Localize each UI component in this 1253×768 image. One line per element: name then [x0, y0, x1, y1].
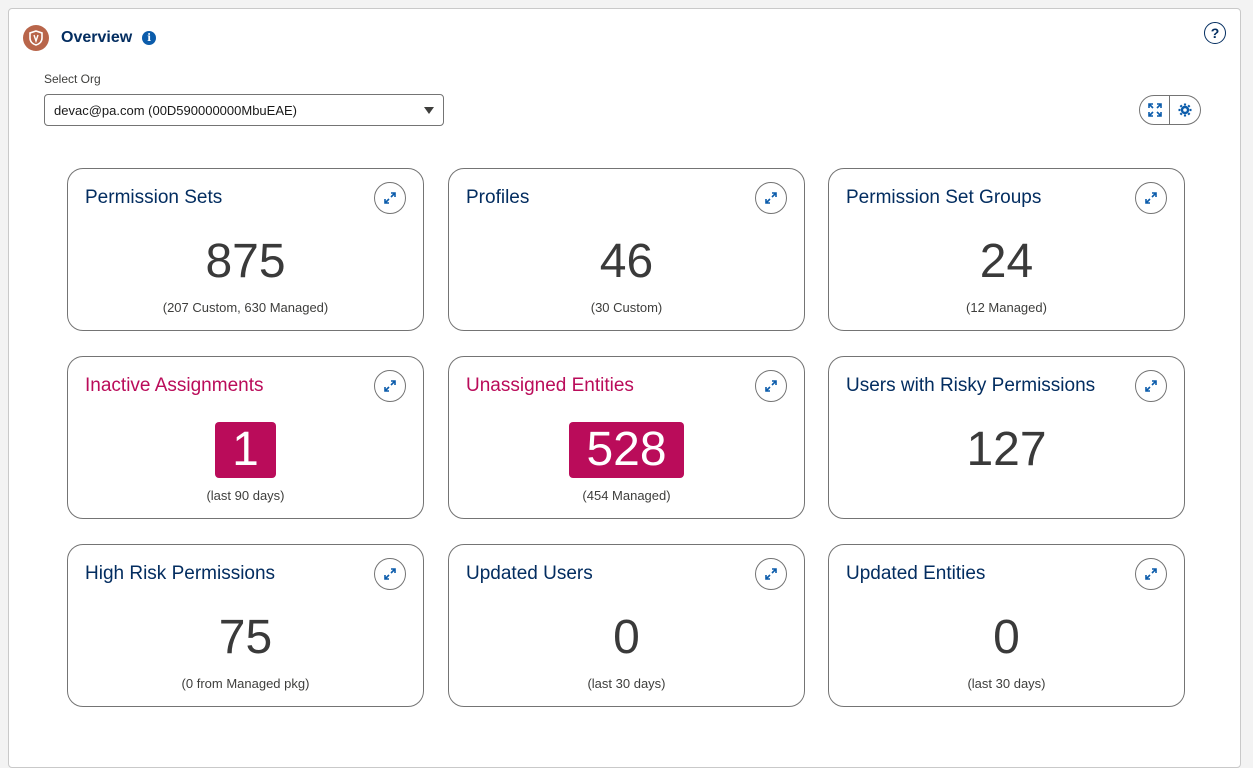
card-subtitle: (30 Custom): [590, 300, 663, 315]
view-toolbar: [1139, 95, 1201, 125]
expand-card-button[interactable]: [1135, 558, 1167, 590]
expand-card-button[interactable]: [1135, 370, 1167, 402]
chevron-down-icon: [424, 107, 434, 114]
expand-icon: [384, 380, 396, 392]
metric-card: Profiles 46 (30 Custom): [448, 168, 805, 331]
expand-card-button[interactable]: [374, 370, 406, 402]
fullscreen-button[interactable]: [1139, 95, 1170, 125]
card-value: 528: [569, 422, 684, 478]
card-value: 0: [993, 611, 1020, 664]
metric-card: Updated Entities 0 (last 30 days): [828, 544, 1185, 707]
select-org-label: Select Org: [44, 72, 101, 86]
card-subtitle: (last 30 days): [967, 676, 1046, 691]
fullscreen-icon: [1147, 103, 1162, 117]
card-title: High Risk Permissions: [85, 563, 276, 584]
metric-card: Permission Sets 875 (207 Custom, 630 Manag…: [67, 168, 424, 331]
card-value: 46: [599, 235, 654, 288]
card-subtitle: (last 30 days): [587, 676, 666, 691]
page-title: Overview: [61, 29, 133, 46]
card-value-wrap: 46: [449, 234, 804, 290]
metric-card: High Risk Permissions 75 (0 from Managed p…: [67, 544, 424, 707]
expand-card-button[interactable]: [374, 558, 406, 590]
panel-header: Overview i: [23, 25, 157, 51]
card-value-wrap: 528: [449, 422, 804, 478]
expand-icon: [765, 568, 777, 580]
expand-card-button[interactable]: [374, 182, 406, 214]
card-title: Permission Sets: [85, 187, 223, 208]
card-value: 24: [979, 235, 1034, 288]
card-subtitle: (0 from Managed pkg): [181, 676, 310, 691]
metric-card: Users with Risky Permissions 127: [828, 356, 1185, 519]
settings-icon: [1178, 103, 1192, 117]
card-title: Profiles: [466, 187, 530, 208]
expand-icon: [1145, 380, 1157, 392]
card-value: 75: [218, 611, 273, 664]
card-value-wrap: 127: [829, 422, 1184, 478]
card-title: Inactive Assignments: [85, 375, 264, 396]
info-icon[interactable]: i: [142, 31, 157, 45]
card-title: Updated Users: [466, 563, 593, 584]
card-title: Unassigned Entities: [466, 375, 634, 396]
expand-icon: [765, 380, 777, 392]
expand-icon: [1145, 192, 1157, 204]
card-value-wrap: 24: [829, 234, 1184, 290]
card-subtitle: (last 90 days): [206, 488, 285, 503]
help-icon[interactable]: ?: [1204, 22, 1226, 44]
metric-card: Unassigned Entities 528 (454 Managed): [448, 356, 805, 519]
card-value-wrap: 875: [68, 234, 423, 290]
card-value-wrap: 75: [68, 610, 423, 666]
expand-icon: [765, 192, 777, 204]
card-value-wrap: 0: [829, 610, 1184, 666]
shield-logo-icon: [23, 25, 49, 51]
overview-panel: Overview i ? Select Org devac@pa.com (00…: [8, 8, 1241, 768]
card-value: 1: [215, 422, 276, 478]
card-value: 0: [613, 611, 640, 664]
expand-card-button[interactable]: [755, 370, 787, 402]
settings-button[interactable]: [1170, 95, 1201, 125]
card-title: Updated Entities: [846, 563, 986, 584]
card-subtitle: (454 Managed): [582, 488, 671, 503]
card-title: Users with Risky Permissions: [846, 375, 1096, 396]
expand-icon: [1145, 568, 1157, 580]
org-select[interactable]: devac@pa.com (00D590000000MbuEAE): [44, 94, 444, 126]
card-subtitle: (207 Custom, 630 Managed): [162, 300, 329, 315]
card-subtitle: (12 Managed): [966, 300, 1047, 315]
expand-icon: [384, 568, 396, 580]
org-select-value: devac@pa.com (00D590000000MbuEAE): [54, 102, 298, 118]
card-value: 875: [205, 235, 286, 288]
metric-card: Permission Set Groups 24 (12 Managed): [828, 168, 1185, 331]
expand-card-button[interactable]: [1135, 182, 1167, 214]
metric-card: Updated Users 0 (last 30 days): [448, 544, 805, 707]
expand-card-button[interactable]: [755, 558, 787, 590]
card-title: Permission Set Groups: [846, 187, 1042, 208]
expand-icon: [384, 192, 396, 204]
card-value-wrap: 1: [68, 422, 423, 478]
card-value: 127: [966, 423, 1047, 476]
metric-card: Inactive Assignments 1 (last 90 days): [67, 356, 424, 519]
card-value-wrap: 0: [449, 610, 804, 666]
expand-card-button[interactable]: [755, 182, 787, 214]
